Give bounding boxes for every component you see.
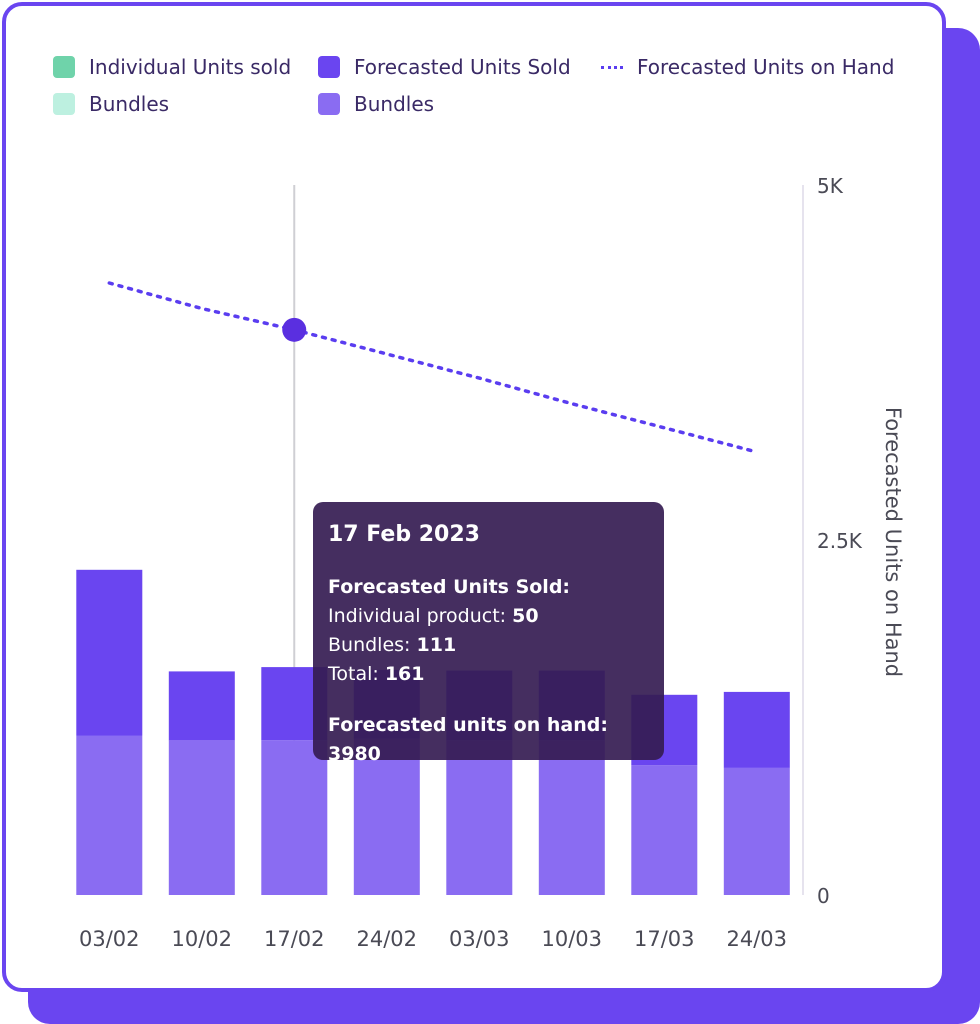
bar-bundles[interactable]: [446, 740, 513, 895]
legend-label: Forecasted Units on Hand: [637, 55, 895, 79]
x-tick-label: 03/03: [449, 927, 510, 951]
legend-bundles-forecast[interactable]: Bundles: [318, 92, 434, 116]
x-tick-label: 17/03: [634, 927, 695, 951]
tooltip-on-hand-label: Forecasted units on hand:: [328, 714, 608, 736]
bar-bundles[interactable]: [538, 740, 605, 895]
legend-swatch-bundles-actual: [53, 93, 75, 115]
bar-forecasted-units-sold[interactable]: [168, 671, 235, 741]
bar-bundles[interactable]: [76, 736, 143, 895]
tooltip-individual-value: 50: [512, 605, 539, 627]
legend-swatch-forecasted: [318, 56, 340, 78]
legend-label: Forecasted Units Sold: [354, 55, 571, 79]
on-hand-line: [107, 281, 759, 454]
tooltip-total-label: Total:: [328, 663, 379, 685]
bar-forecasted-units-sold[interactable]: [723, 691, 790, 768]
y-tick-label: 0: [817, 884, 830, 908]
bar-forecasted-units-sold[interactable]: [76, 569, 143, 736]
legend-label: Bundles: [89, 92, 170, 116]
x-tick-label: 10/02: [171, 927, 232, 951]
legend-forecasted-units-sold[interactable]: Forecasted Units Sold: [318, 55, 571, 79]
x-tick-label: 24/03: [726, 927, 787, 951]
tooltip-individual-row: Individual product: 50: [328, 602, 649, 631]
legend-individual-units-sold[interactable]: Individual Units sold: [53, 55, 291, 79]
legend-dotted-line-icon: [601, 65, 623, 69]
y-axis-title: Forecasted Units on Hand: [881, 407, 905, 677]
legend-bundles-actual[interactable]: Bundles: [53, 92, 169, 116]
bar-bundles[interactable]: [723, 767, 790, 895]
legend-swatch-individual: [53, 56, 75, 78]
tooltip-total-row: Total: 161: [328, 660, 649, 689]
tooltip-bundles-label: Bundles:: [328, 634, 411, 656]
x-tick-label: 10/03: [541, 927, 602, 951]
legend-label: Individual Units sold: [89, 55, 292, 79]
bar-bundles[interactable]: [353, 738, 420, 895]
x-tick-label: 17/02: [264, 927, 325, 951]
highlight-point: [282, 317, 307, 342]
bar-bundles[interactable]: [631, 765, 698, 895]
legend-swatch-bundles-forecast: [318, 93, 340, 115]
legend-forecasted-units-on-hand[interactable]: Forecasted Units on Hand: [601, 55, 894, 79]
y-tick-label: 5K: [817, 174, 844, 198]
x-tick-label: 03/02: [79, 927, 140, 951]
legend-label: Bundles: [354, 92, 435, 116]
tooltip-heading: Forecasted Units Sold:: [328, 576, 571, 598]
tooltip-on-hand-value: 3980: [328, 743, 381, 765]
tooltip-bundles-value: 111: [416, 634, 457, 656]
x-tick-label: 24/02: [356, 927, 417, 951]
tooltip-date: 17 Feb 2023: [328, 522, 480, 547]
bar-bundles[interactable]: [261, 740, 328, 895]
tooltip-on-hand-row: Forecasted units on hand: 3980: [328, 711, 649, 769]
bar-bundles[interactable]: [168, 740, 235, 895]
y-tick-label: 2.5K: [817, 529, 863, 553]
hover-tooltip: 17 Feb 2023 Forecasted Units Sold: Indiv…: [313, 502, 664, 765]
tooltip-bundles-row: Bundles: 111: [328, 631, 649, 660]
tooltip-total-value: 161: [384, 663, 425, 685]
tooltip-individual-label: Individual product:: [328, 605, 507, 627]
